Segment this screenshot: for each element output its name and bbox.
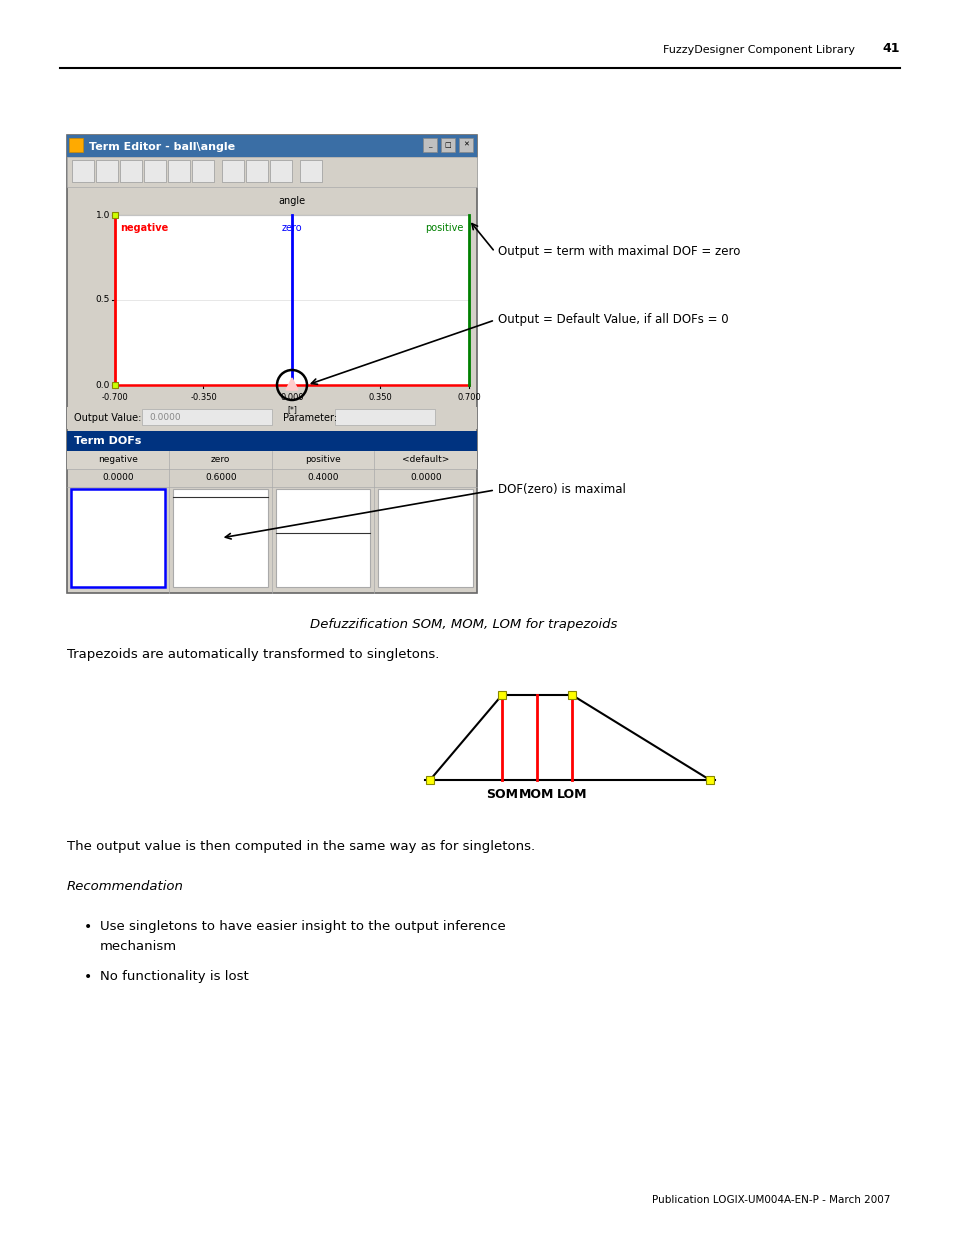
Bar bbox=[173, 489, 268, 587]
Text: Publication LOGIX-UM004A-EN-P - March 2007: Publication LOGIX-UM004A-EN-P - March 20… bbox=[651, 1195, 889, 1205]
Bar bbox=[96, 161, 118, 182]
Bar bbox=[192, 161, 213, 182]
Bar bbox=[67, 135, 476, 593]
Text: Defuzzification SOM, MOM, LOM for trapezoids: Defuzzification SOM, MOM, LOM for trapez… bbox=[310, 618, 617, 631]
Text: Output = Default Value, if all DOFs = 0: Output = Default Value, if all DOFs = 0 bbox=[497, 314, 728, 326]
Bar bbox=[115, 215, 469, 385]
Text: DOF(zero) is maximal: DOF(zero) is maximal bbox=[497, 483, 625, 496]
Text: 41: 41 bbox=[882, 42, 899, 56]
Text: Output = term with maximal DOF = zero: Output = term with maximal DOF = zero bbox=[497, 246, 740, 258]
Text: MOM: MOM bbox=[518, 788, 554, 802]
Bar bbox=[567, 692, 576, 699]
Bar bbox=[67, 135, 476, 157]
Bar bbox=[705, 776, 713, 784]
Text: Term DOFs: Term DOFs bbox=[74, 436, 141, 446]
Text: •: • bbox=[84, 920, 92, 934]
Text: 0.0000: 0.0000 bbox=[102, 473, 134, 483]
Bar bbox=[422, 138, 436, 152]
Text: 0.6000: 0.6000 bbox=[205, 473, 236, 483]
Bar bbox=[144, 161, 166, 182]
Bar bbox=[222, 161, 244, 182]
Bar bbox=[497, 692, 505, 699]
Text: Parameter:: Parameter: bbox=[283, 412, 336, 424]
Bar bbox=[67, 157, 476, 186]
Bar bbox=[142, 409, 272, 425]
Text: Trapezoids are automatically transformed to singletons.: Trapezoids are automatically transformed… bbox=[67, 648, 439, 661]
Bar bbox=[458, 138, 473, 152]
Text: 0.0000: 0.0000 bbox=[410, 473, 441, 483]
Bar bbox=[67, 451, 476, 469]
Bar bbox=[67, 408, 476, 429]
Bar bbox=[71, 489, 165, 587]
Polygon shape bbox=[286, 378, 297, 390]
Bar bbox=[69, 138, 83, 152]
Text: 0.4000: 0.4000 bbox=[307, 473, 338, 483]
Text: 0.0: 0.0 bbox=[95, 380, 110, 389]
Text: zero: zero bbox=[211, 456, 231, 464]
Text: LOM: LOM bbox=[557, 788, 587, 802]
Bar bbox=[67, 431, 476, 451]
Bar bbox=[270, 161, 292, 182]
Text: positive: positive bbox=[305, 456, 341, 464]
Bar bbox=[173, 496, 268, 587]
Text: FuzzyDesigner Component Library: FuzzyDesigner Component Library bbox=[662, 44, 854, 56]
Text: zero: zero bbox=[281, 224, 302, 233]
Bar bbox=[120, 161, 142, 182]
Bar bbox=[168, 161, 190, 182]
Text: □: □ bbox=[444, 142, 451, 148]
Bar bbox=[275, 534, 370, 587]
Text: positive: positive bbox=[425, 224, 463, 233]
Text: negative: negative bbox=[98, 456, 138, 464]
Text: Term Editor - ball\angle: Term Editor - ball\angle bbox=[89, 142, 234, 152]
Text: •: • bbox=[84, 969, 92, 984]
Text: Use singletons to have easier insight to the output inference: Use singletons to have easier insight to… bbox=[100, 920, 505, 932]
Text: 0.350: 0.350 bbox=[368, 393, 392, 403]
Text: No functionality is lost: No functionality is lost bbox=[100, 969, 249, 983]
Bar bbox=[426, 776, 434, 784]
Text: 0.700: 0.700 bbox=[456, 393, 480, 403]
Text: mechanism: mechanism bbox=[100, 940, 177, 953]
Text: [*]: [*] bbox=[287, 405, 296, 414]
Text: Output Value:: Output Value: bbox=[74, 412, 141, 424]
Bar bbox=[112, 382, 118, 388]
Text: <default>: <default> bbox=[401, 456, 449, 464]
Text: angle: angle bbox=[278, 196, 305, 206]
Text: The output value is then computed in the same way as for singletons.: The output value is then computed in the… bbox=[67, 840, 535, 853]
Bar bbox=[335, 409, 435, 425]
Text: SOM: SOM bbox=[485, 788, 517, 802]
Text: 0.5: 0.5 bbox=[95, 295, 110, 305]
Text: _: _ bbox=[428, 142, 432, 148]
Bar bbox=[440, 138, 455, 152]
Bar bbox=[246, 161, 268, 182]
Text: ✕: ✕ bbox=[462, 142, 469, 148]
Bar bbox=[71, 161, 94, 182]
Text: 1.0: 1.0 bbox=[95, 210, 110, 220]
Text: -0.350: -0.350 bbox=[190, 393, 216, 403]
Bar bbox=[378, 489, 473, 587]
Text: Recommendation: Recommendation bbox=[67, 881, 184, 893]
Text: 0.000: 0.000 bbox=[280, 393, 303, 403]
Bar bbox=[112, 212, 118, 219]
Text: -0.700: -0.700 bbox=[102, 393, 129, 403]
Text: 0.0000: 0.0000 bbox=[149, 414, 180, 422]
Text: negative: negative bbox=[120, 224, 168, 233]
Bar bbox=[275, 489, 370, 587]
Bar bbox=[299, 161, 322, 182]
